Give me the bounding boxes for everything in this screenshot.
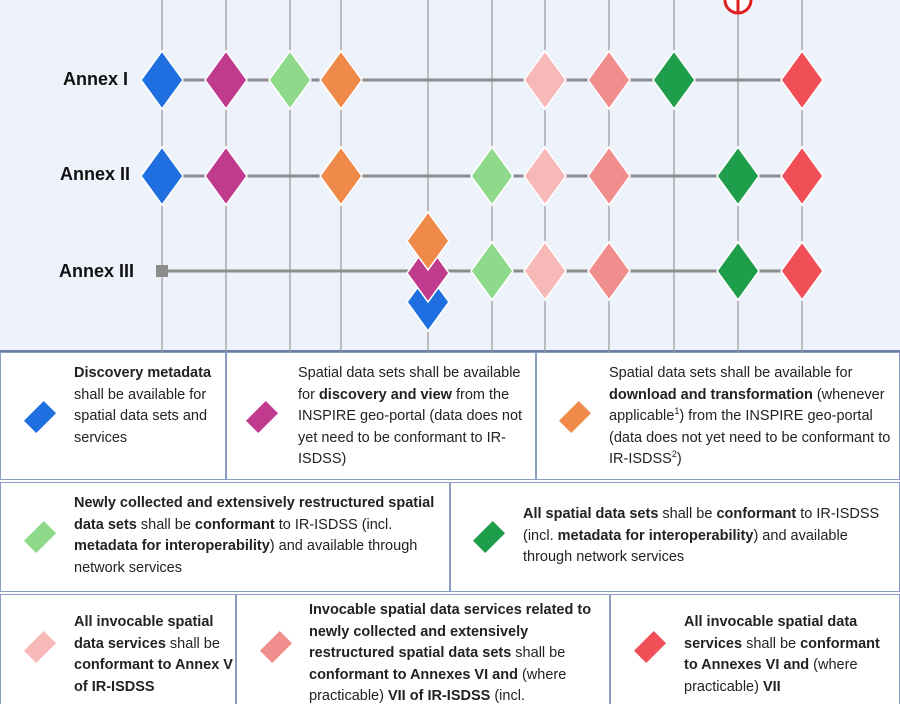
- annex-1-milestone-1: [140, 49, 184, 111]
- annex-3-milestone-1: [470, 240, 514, 302]
- legend-all: All spatial data sets shall be conforman…: [450, 482, 900, 592]
- annex-2-milestone-1: [140, 145, 184, 207]
- legend-view-text: Spatial data sets shall be available for…: [298, 365, 523, 467]
- legend-invocable-all: All invocable spatial data services shal…: [610, 594, 900, 704]
- pale-pink-diamond-icon: [23, 630, 57, 664]
- annex-2-milestone-7: [716, 145, 760, 207]
- annex-2-milestone-2: [204, 145, 248, 207]
- annex-1-milestone-2: [204, 49, 248, 111]
- timeline-graph: [140, 0, 824, 352]
- annex-3-milestone-4: [716, 240, 760, 302]
- annex-label-3: Annex III: [58, 261, 134, 281]
- legend-invocable-v: All invocable spatial data services shal…: [0, 594, 236, 704]
- annex-label-1: Annex I: [62, 69, 128, 89]
- dark-green-diamond-icon: [472, 520, 506, 554]
- legend-view: Spatial data sets shall be available for…: [226, 352, 536, 480]
- annex-2-milestone-3: [319, 145, 363, 207]
- annex-1-milestone-8: [780, 49, 824, 111]
- salmon-diamond-icon: [259, 630, 293, 664]
- annex-1-milestone-4: [319, 49, 363, 111]
- legend-invocable-v-text: All invocable spatial data services shal…: [74, 614, 233, 695]
- light-green-diamond-icon: [23, 520, 57, 554]
- red-diamond-icon: [633, 630, 667, 664]
- annex-1-milestone-7: [652, 49, 696, 111]
- annex-3-start-marker: [156, 265, 168, 277]
- orange-diamond-icon: [558, 400, 592, 434]
- legend-all-text: All spatial data sets shall be conforman…: [523, 506, 880, 565]
- legend-row-2: Newly collected and extensively restruct…: [0, 482, 900, 592]
- legend-invocable-new: Invocable spatial data services related …: [236, 594, 610, 704]
- annex-3-milestone-5: [780, 240, 824, 302]
- annex-3-milestone-2: [523, 240, 567, 302]
- timeline-panel: Annex I Annex II Annex III: [0, 0, 900, 352]
- legend-discovery: Discovery metadata shall be available fo…: [0, 352, 226, 480]
- blue-diamond-icon: [23, 400, 57, 434]
- legend-invocable-new-text: Invocable spatial data services related …: [309, 602, 592, 704]
- annex-3-milestone-orange: [406, 210, 450, 272]
- magenta-diamond-icon: [245, 400, 279, 434]
- legend-newly-text: Newly collected and extensively restruct…: [74, 495, 435, 576]
- legend-newly: Newly collected and extensively restruct…: [0, 482, 450, 592]
- legend-invocable-all-text: All invocable spatial data services shal…: [684, 614, 880, 695]
- annex-3-milestone-magenta: [406, 242, 450, 304]
- legend-download-text: Spatial data sets shall be available for…: [609, 365, 891, 467]
- annex-2-milestone-5: [523, 145, 567, 207]
- legend-discovery-text: Discovery metadata shall be available fo…: [74, 365, 212, 446]
- annex-2-milestone-8: [780, 145, 824, 207]
- annex-1-milestone-6: [587, 49, 631, 111]
- annex-3-milestone-3: [587, 240, 631, 302]
- annex-2-milestone-4: [470, 145, 514, 207]
- legend-download: Spatial data sets shall be available for…: [536, 352, 900, 480]
- annex-1-milestone-3: [268, 49, 312, 111]
- annex-2-milestone-6: [587, 145, 631, 207]
- legend-row-3: All invocable spatial data services shal…: [0, 594, 900, 704]
- legend-row-1: Discovery metadata shall be available fo…: [0, 352, 900, 480]
- annex-label-2: Annex II: [59, 164, 130, 184]
- annex-1-milestone-5: [523, 49, 567, 111]
